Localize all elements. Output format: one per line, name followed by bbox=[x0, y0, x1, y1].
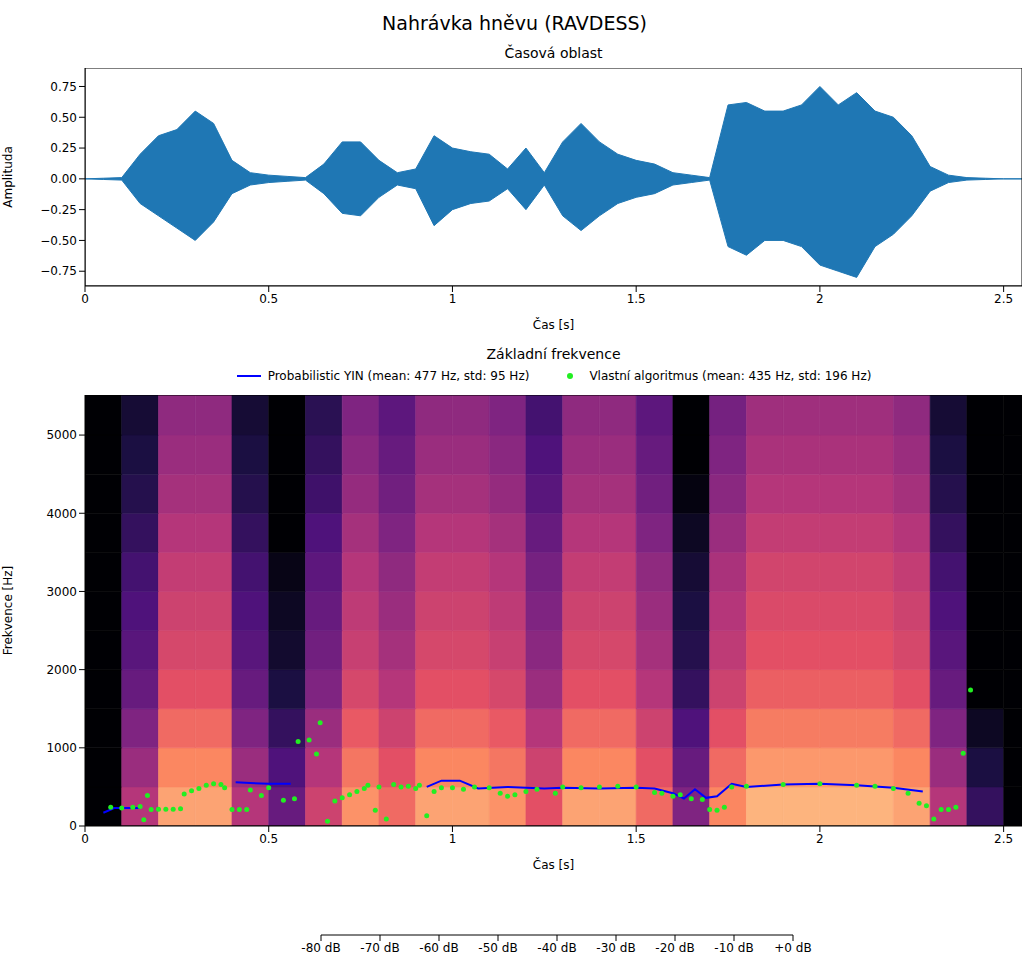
svg-text:-60 dB: -60 dB bbox=[419, 941, 458, 955]
svg-text:2.5: 2.5 bbox=[994, 832, 1013, 846]
svg-text:0: 0 bbox=[69, 819, 77, 833]
svg-text:+0 dB: +0 dB bbox=[774, 941, 811, 955]
html-text:Základní frekvence: Základní frekvence bbox=[486, 346, 621, 362]
svg-text:-30 dB: -30 dB bbox=[596, 941, 635, 955]
svg-text:-80 dB: -80 dB bbox=[301, 941, 340, 955]
svg-text:0: 0 bbox=[81, 292, 89, 306]
svg-text:1000: 1000 bbox=[46, 741, 77, 755]
svg-text:2000: 2000 bbox=[46, 663, 77, 677]
svg-text:-50 dB: -50 dB bbox=[478, 941, 517, 955]
svg-text:-70 dB: -70 dB bbox=[360, 941, 399, 955]
svg-text:2: 2 bbox=[816, 292, 824, 306]
svg-text:2.5: 2.5 bbox=[994, 292, 1013, 306]
svg-text:1.5: 1.5 bbox=[627, 292, 646, 306]
svg-text:−0.25: −0.25 bbox=[40, 203, 77, 217]
html-text:Nahrávka hněvu (RAVDESS): Nahrávka hněvu (RAVDESS) bbox=[382, 12, 647, 34]
svg-text:0.25: 0.25 bbox=[50, 141, 77, 155]
svg-text:-10 dB: -10 dB bbox=[714, 941, 753, 955]
svg-text:0.50: 0.50 bbox=[50, 111, 77, 125]
svg-text:−0.50: −0.50 bbox=[40, 234, 77, 248]
svg-text:1.5: 1.5 bbox=[627, 832, 646, 846]
svg-text:0.5: 0.5 bbox=[259, 292, 278, 306]
svg-text:Čas [s]: Čas [s] bbox=[533, 317, 574, 331]
svg-text:3000: 3000 bbox=[46, 585, 77, 599]
svg-text:1: 1 bbox=[449, 832, 457, 846]
svg-text:Frekvence [Hz]: Frekvence [Hz] bbox=[1, 566, 15, 656]
svg-text:-40 dB: -40 dB bbox=[537, 941, 576, 955]
svg-text:5000: 5000 bbox=[46, 428, 77, 442]
svg-text:-20 dB: -20 dB bbox=[655, 941, 694, 955]
svg-text:2: 2 bbox=[816, 832, 824, 846]
html-text:Vlastní algoritmus (mean: 435: Vlastní algoritmus (mean: 435 Hz, std: 1… bbox=[589, 369, 872, 383]
svg-text:0.00: 0.00 bbox=[50, 172, 77, 186]
svg-text:0.5: 0.5 bbox=[259, 832, 278, 846]
svg-text:0: 0 bbox=[81, 832, 89, 846]
html-text:Časová oblast: Časová oblast bbox=[504, 45, 603, 61]
svg-text:−0.75: −0.75 bbox=[40, 264, 77, 278]
html-text:Probabilistic YIN (mean: 477 H: Probabilistic YIN (mean: 477 Hz, std: 95… bbox=[267, 369, 530, 383]
svg-text:1: 1 bbox=[449, 292, 457, 306]
svg-text:0.75: 0.75 bbox=[50, 80, 77, 94]
svg-text:Čas [s]: Čas [s] bbox=[533, 857, 574, 871]
svg-text:4000: 4000 bbox=[46, 507, 77, 521]
svg-text:Amplituda: Amplituda bbox=[1, 146, 15, 207]
